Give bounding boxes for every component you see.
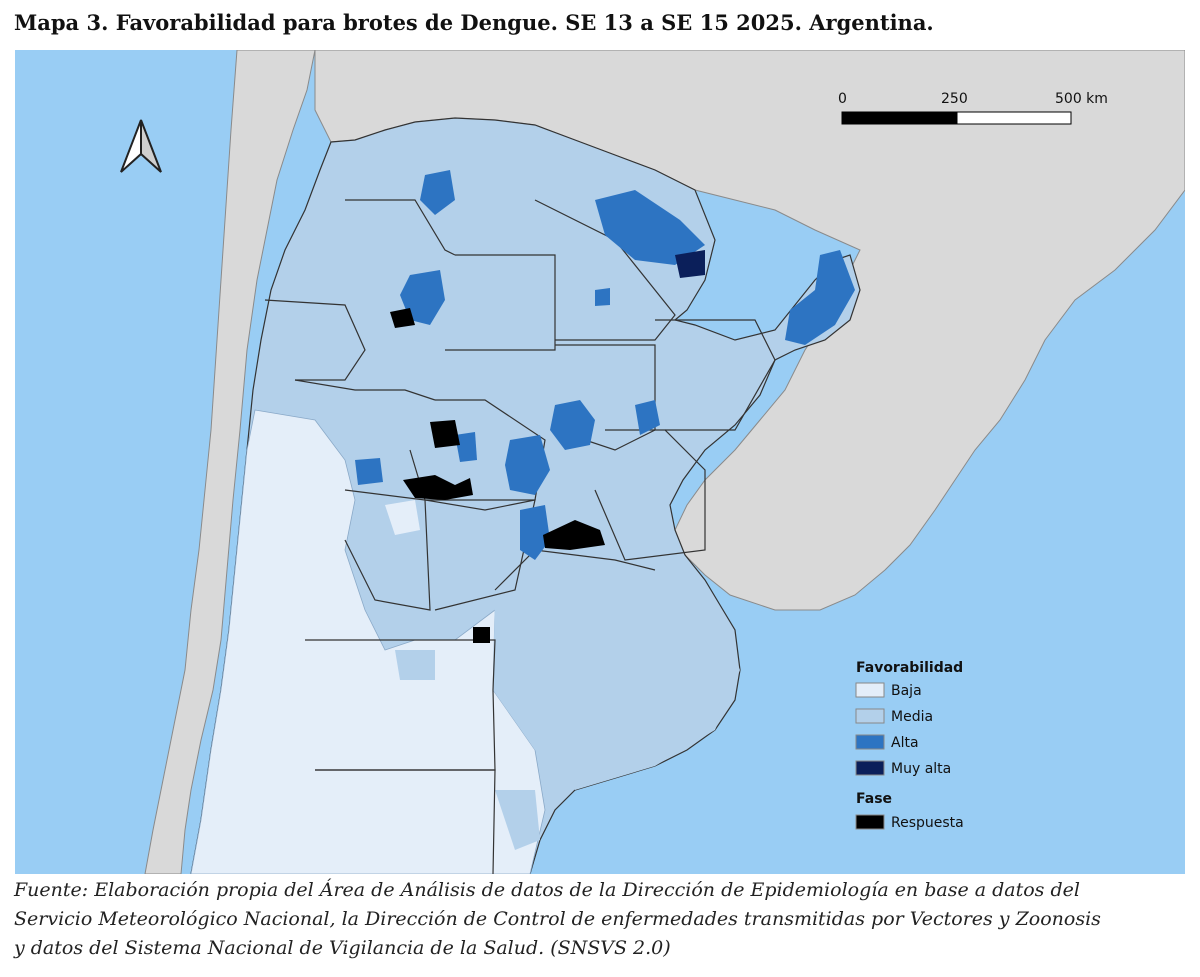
- legend-label-media: Media: [891, 709, 933, 725]
- legend-label-baja: Baja: [891, 683, 922, 699]
- region-media-south-3: [395, 650, 435, 680]
- region-media-south-2: [495, 790, 540, 850]
- source-line-3: y datos del Sistema Nacional de Vigilanc…: [14, 937, 671, 959]
- legend-swatch-baja: [855, 682, 885, 698]
- scale-bar: 0 250 500 km: [838, 91, 1108, 125]
- legend-fase-title: Fase: [856, 791, 892, 807]
- province-borders: [264, 199, 776, 874]
- source-note: Fuente: Elaboración propia del Área de A…: [14, 876, 1186, 963]
- legend-swatch-media: [855, 708, 885, 724]
- legend-swatch-respuesta: [855, 814, 885, 830]
- region-baja-patch-1: [385, 500, 420, 535]
- map-area: 0 250 500 km Favorabilidad Baja Media Al…: [15, 50, 1185, 874]
- legend-favorabilidad-title: Favorabilidad: [856, 660, 963, 676]
- legend-label-muy-alta: Muy alta: [891, 761, 951, 777]
- alta-regions: [355, 170, 855, 560]
- north-arrow-icon: [120, 119, 162, 173]
- legend-swatch-muy-alta: [855, 760, 885, 776]
- chile-land: [144, 50, 316, 874]
- scale-label-0: 0: [838, 91, 847, 107]
- scale-label-500: 500 km: [1055, 91, 1108, 107]
- legend-label-alta: Alta: [891, 735, 919, 751]
- map-canvas: 0 250 500 km Favorabilidad Baja Media Al…: [15, 50, 1185, 874]
- map-title: Mapa 3. Favorabilidad para brotes de Den…: [14, 10, 934, 35]
- scale-label-250: 250: [941, 91, 968, 107]
- source-line-2: Servicio Meteorológico Nacional, la Dire…: [14, 908, 1101, 930]
- legend-swatch-alta: [855, 734, 885, 750]
- legend: Favorabilidad Baja Media Alta Muy alta F…: [855, 660, 964, 831]
- source-line-1: Fuente: Elaboración propia del Área de A…: [14, 879, 1080, 901]
- respuesta-regions: [390, 308, 605, 643]
- muy-alta-region: [675, 250, 705, 278]
- legend-label-respuesta: Respuesta: [891, 815, 964, 831]
- region-media-south-1: [493, 570, 740, 790]
